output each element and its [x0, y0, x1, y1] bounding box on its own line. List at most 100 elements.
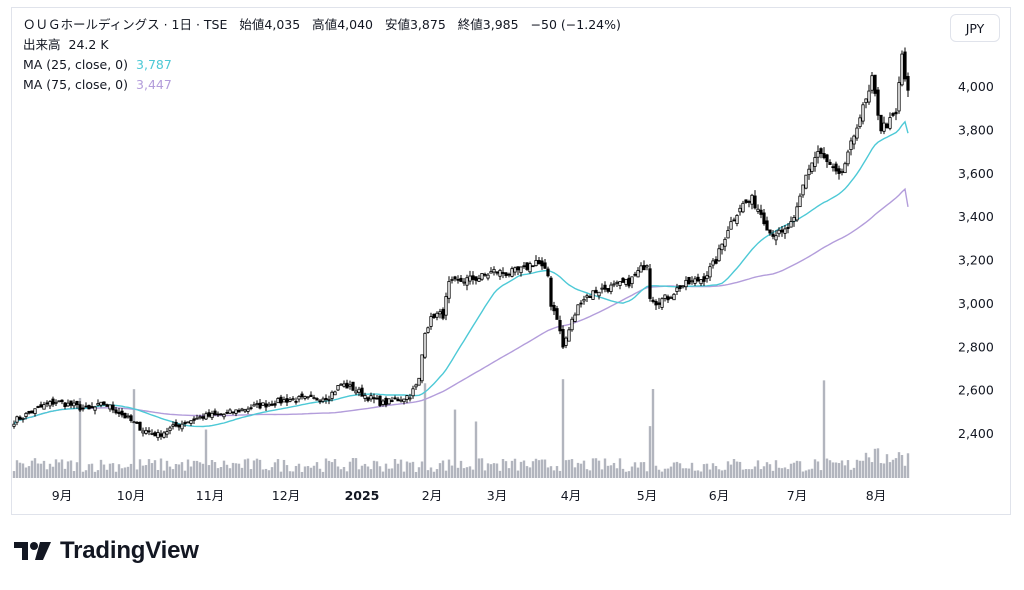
candle-body: [51, 398, 55, 405]
currency-button[interactable]: JPY: [950, 14, 1000, 42]
volume-bar: [792, 462, 796, 478]
volume-bar: [669, 466, 673, 478]
candle-body: [360, 387, 364, 397]
volume-bars: [12, 379, 910, 478]
candle-body: [96, 403, 100, 406]
change-value: −50 (−1.24%): [530, 17, 621, 32]
volume-bar: [612, 462, 616, 478]
volume-bar: [111, 463, 115, 478]
candle-body: [705, 275, 709, 280]
candle-body: [888, 117, 892, 129]
volume-bar: [834, 462, 838, 478]
candle-body: [84, 405, 88, 408]
x-tick-label: 10月: [117, 488, 145, 503]
candle-body: [522, 265, 526, 268]
candle-body: [126, 415, 130, 418]
price-chart[interactable]: 2,400 2,600 2,800 3,000 3,200 3,400 3,600 3,800…: [0, 0, 1024, 520]
volume-bar: [330, 462, 334, 478]
volume-bar: [279, 471, 283, 478]
x-tick-label: 4月: [561, 488, 581, 503]
candle-body: [39, 404, 43, 408]
volume-bar: [189, 466, 193, 478]
candle-body: [903, 51, 907, 80]
candle-body: [36, 406, 40, 408]
volume-bar: [807, 469, 811, 478]
candle-body: [591, 290, 595, 300]
volume-bar: [276, 459, 280, 478]
tradingview-logo[interactable]: TradingView: [14, 537, 199, 565]
candle-body: [885, 123, 889, 129]
x-tick-label: 2025: [345, 488, 380, 503]
candle-body: [879, 114, 883, 132]
volume-bar: [144, 465, 148, 478]
volume-bar: [477, 458, 481, 478]
candle-body: [507, 273, 511, 276]
candle-body: [141, 430, 145, 434]
candle-body: [801, 184, 805, 196]
candle-body: [216, 413, 220, 416]
volume-bar: [333, 459, 337, 478]
volume-bar: [801, 471, 805, 478]
volume-bar: [48, 463, 52, 478]
volume-bar: [609, 465, 613, 478]
volume-bar: [543, 459, 547, 478]
volume-bar: [102, 464, 106, 478]
volume-bar: [21, 463, 25, 478]
candle-body: [54, 401, 58, 404]
candle-body: [696, 276, 700, 282]
candle-body: [840, 171, 844, 173]
candle-body: [558, 320, 562, 332]
candle-body: [837, 168, 841, 174]
symbol-title[interactable]: ＯＵＧホールディングス · 1日 · TSE: [23, 17, 228, 32]
volume-bar: [681, 468, 685, 478]
volume-bar: [384, 463, 388, 478]
volume-bar: [297, 463, 301, 478]
volume-bar: [180, 462, 184, 478]
candle-body: [48, 401, 52, 407]
volume-bar: [603, 458, 607, 478]
volume-bar: [519, 461, 523, 478]
candle-body: [636, 270, 640, 278]
candle-body: [672, 293, 676, 301]
volume-bar: [84, 470, 88, 478]
candle-body: [621, 277, 625, 283]
candle-body: [459, 277, 463, 282]
candle-body: [60, 399, 64, 403]
candle-body: [795, 206, 799, 221]
volume-bar: [861, 460, 865, 478]
volume-bar: [240, 467, 244, 478]
volume-bar: [651, 389, 655, 478]
candle-body: [213, 410, 217, 415]
candle-body: [90, 406, 94, 409]
candle-body: [768, 229, 772, 234]
candle-body: [783, 228, 787, 234]
volume-bar: [810, 468, 814, 478]
candle-body: [519, 266, 523, 274]
volume-bar: [411, 461, 415, 478]
volume-bar: [645, 471, 649, 478]
ma75-row[interactable]: MA (75, close, 0) 3,447: [23, 75, 621, 95]
candle-body: [423, 333, 427, 358]
candle-body: [219, 413, 223, 416]
volume-bar: [498, 470, 502, 478]
candle-body: [420, 354, 424, 382]
candle-body: [15, 416, 19, 423]
volume-bar: [192, 460, 196, 478]
volume-bar: [363, 463, 367, 478]
volume-bar: [369, 469, 373, 478]
candle-body: [603, 284, 607, 290]
candle-body: [339, 383, 343, 386]
candle-body: [675, 287, 679, 292]
close-label: 終値: [457, 17, 483, 32]
candle-body: [345, 382, 349, 389]
candle-body: [12, 423, 16, 427]
candle-body: [252, 404, 256, 407]
candle-body: [264, 403, 268, 408]
volume-bar: [465, 467, 469, 478]
volume-bar: [210, 459, 214, 478]
ma25-row[interactable]: MA (25, close, 0) 3,787: [23, 55, 621, 75]
candle-body: [330, 391, 334, 399]
volume-bar: [672, 462, 676, 478]
candle-body: [171, 424, 175, 427]
ma75-line: [13, 187, 909, 425]
